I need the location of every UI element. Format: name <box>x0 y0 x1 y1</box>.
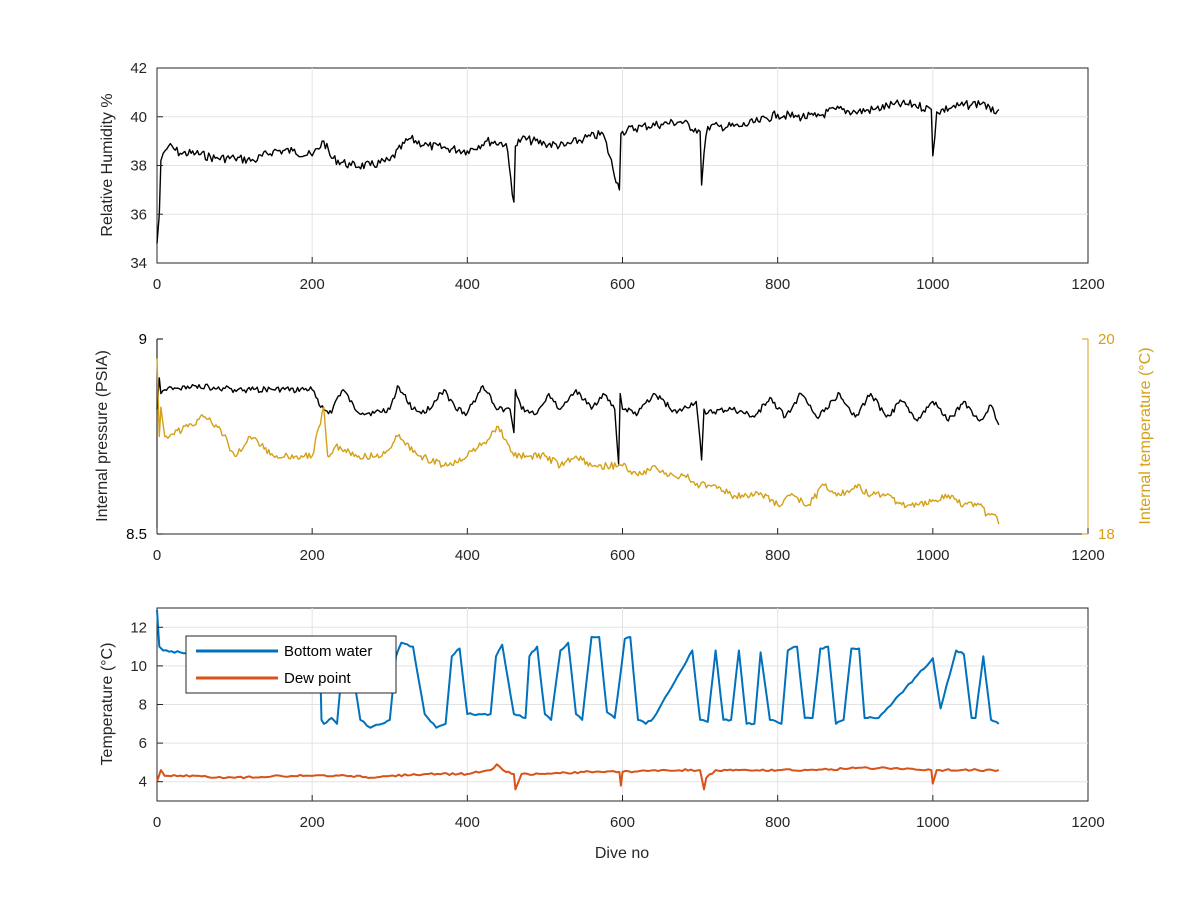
x-tick-label: 1200 <box>1071 547 1104 564</box>
x-tick-label: 800 <box>765 276 790 293</box>
x-tick-label: 1000 <box>916 276 949 293</box>
y-tick-label: 4 <box>139 774 147 791</box>
x-tick-label: 1200 <box>1071 814 1104 831</box>
series-line-pressure-1 <box>156 358 1000 525</box>
legend-label-bottom-water: Bottom water <box>284 643 372 660</box>
y-tick-label: 12 <box>130 619 147 636</box>
y-tick-label: 36 <box>130 206 147 223</box>
panel-temperature-ticks: 0 200 400 600 800 1000 1200 4 6 8 10 12 <box>130 619 1104 831</box>
y-tick-label: 38 <box>130 158 147 175</box>
x-tick-label: 0 <box>153 547 161 564</box>
panel-humidity: 0 200 400 600 800 1000 1200 34 36 38 40 42 Relative… <box>99 60 1105 293</box>
panel-pressure-ylabel: Internal pressure (PSIA) <box>94 350 111 522</box>
panel-humidity-ticks: 0 200 400 600 800 1000 1200 34 36 38 40 42 <box>130 60 1104 293</box>
y2-tick-label: 18 <box>1098 526 1115 543</box>
y-tick-label: 9 <box>139 331 147 348</box>
series-line-humidity-0 <box>156 99 1000 244</box>
panel-pressure-series <box>156 358 1000 525</box>
x-tick-label: 200 <box>300 814 325 831</box>
panel-humidity-grid <box>157 68 1088 263</box>
x-tick-label: 800 <box>765 547 790 564</box>
x-tick-label: 0 <box>153 276 161 293</box>
y-tick-label: 34 <box>130 255 147 272</box>
x-tick-label: 800 <box>765 814 790 831</box>
panel-humidity-ylabel: Relative Humidity % <box>99 93 116 236</box>
x-tick-label: 400 <box>455 276 480 293</box>
x-tick-label: 1000 <box>916 814 949 831</box>
y-tick-label: 6 <box>139 735 147 752</box>
x-tick-label: 200 <box>300 276 325 293</box>
x-tick-label: 400 <box>455 814 480 831</box>
x-tick-label: 600 <box>610 814 635 831</box>
panel-pressure: 0 200 400 600 800 1000 1200 8.5 9 18 20 Internal p… <box>94 331 1154 564</box>
y-tick-label: 40 <box>130 109 147 126</box>
y-tick-label: 42 <box>130 60 147 77</box>
x-tick-label: 0 <box>153 814 161 831</box>
panel-pressure-y2label: Internal temperature (°C) <box>1137 347 1154 524</box>
panel-humidity-series <box>156 99 1000 244</box>
x-tick-label: 200 <box>300 547 325 564</box>
y-tick-label: 8.5 <box>126 526 147 543</box>
panel-pressure-axes-box <box>157 339 1088 534</box>
y-tick-label: 10 <box>130 658 147 675</box>
panel-temperature-ylabel: Temperature (°C) <box>99 643 116 766</box>
series-line-pressure-0 <box>156 377 1000 465</box>
legend-box <box>185 635 397 694</box>
panel-pressure-ticks: 0 200 400 600 800 1000 1200 8.5 9 18 20 <box>126 331 1115 564</box>
x-tick-label: 1000 <box>916 547 949 564</box>
x-tick-label: 400 <box>455 547 480 564</box>
x-tick-label: 600 <box>610 276 635 293</box>
y-tick-label: 8 <box>139 697 147 714</box>
x-tick-label: 600 <box>610 547 635 564</box>
panel-temperature: 0 200 400 600 800 1000 1200 4 6 8 10 12 Temperature… <box>99 607 1105 862</box>
legend-label-dew-point: Dew point <box>284 670 352 687</box>
y2-tick-label: 20 <box>1098 331 1115 348</box>
x-tick-label: 1200 <box>1071 276 1104 293</box>
panel-temperature-xlabel: Dive no <box>595 845 649 862</box>
legend: Bottom water Dew point <box>185 635 397 694</box>
series-line-temperature-1 <box>156 763 1000 791</box>
